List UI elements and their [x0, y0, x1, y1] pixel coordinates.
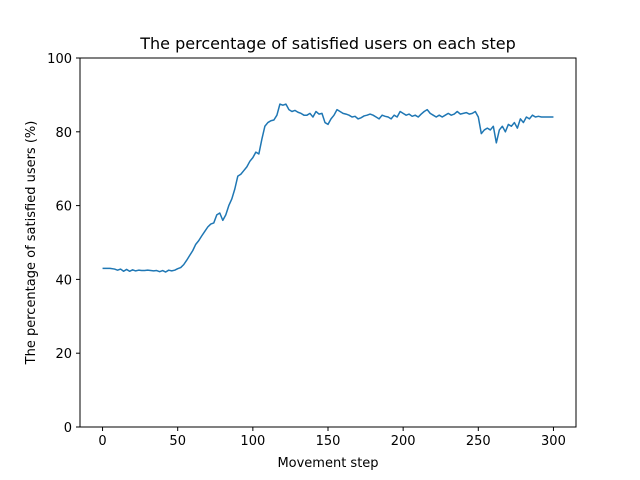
y-axis-label: The percentage of satisfied users (%) [24, 121, 39, 366]
y-tick-label: 60 [55, 200, 72, 215]
x-tick-label: 300 [541, 434, 566, 449]
y-tick-label: 80 [55, 126, 72, 141]
x-tick-label: 250 [466, 434, 491, 449]
plot-area [102, 103, 554, 273]
x-tick-label: 200 [391, 434, 416, 449]
series-line [102, 103, 554, 273]
axes-frame [79, 57, 577, 428]
y-axis: 0 20 40 60 80 100 [47, 52, 80, 436]
y-tick-label: 0 [64, 421, 72, 436]
y-tick-label: 40 [55, 273, 72, 288]
x-axis: 0 50 100 150 200 250 300 [98, 427, 566, 449]
y-tick-label: 20 [55, 347, 72, 362]
chart-title: The percentage of satisfied users on eac… [139, 34, 516, 53]
x-tick-label: 50 [169, 434, 186, 449]
x-tick-label: 0 [98, 434, 106, 449]
x-tick-label: 150 [316, 434, 341, 449]
x-axis-label: Movement step [277, 456, 378, 471]
y-tick-label: 100 [47, 52, 72, 67]
x-tick-label: 100 [240, 434, 265, 449]
